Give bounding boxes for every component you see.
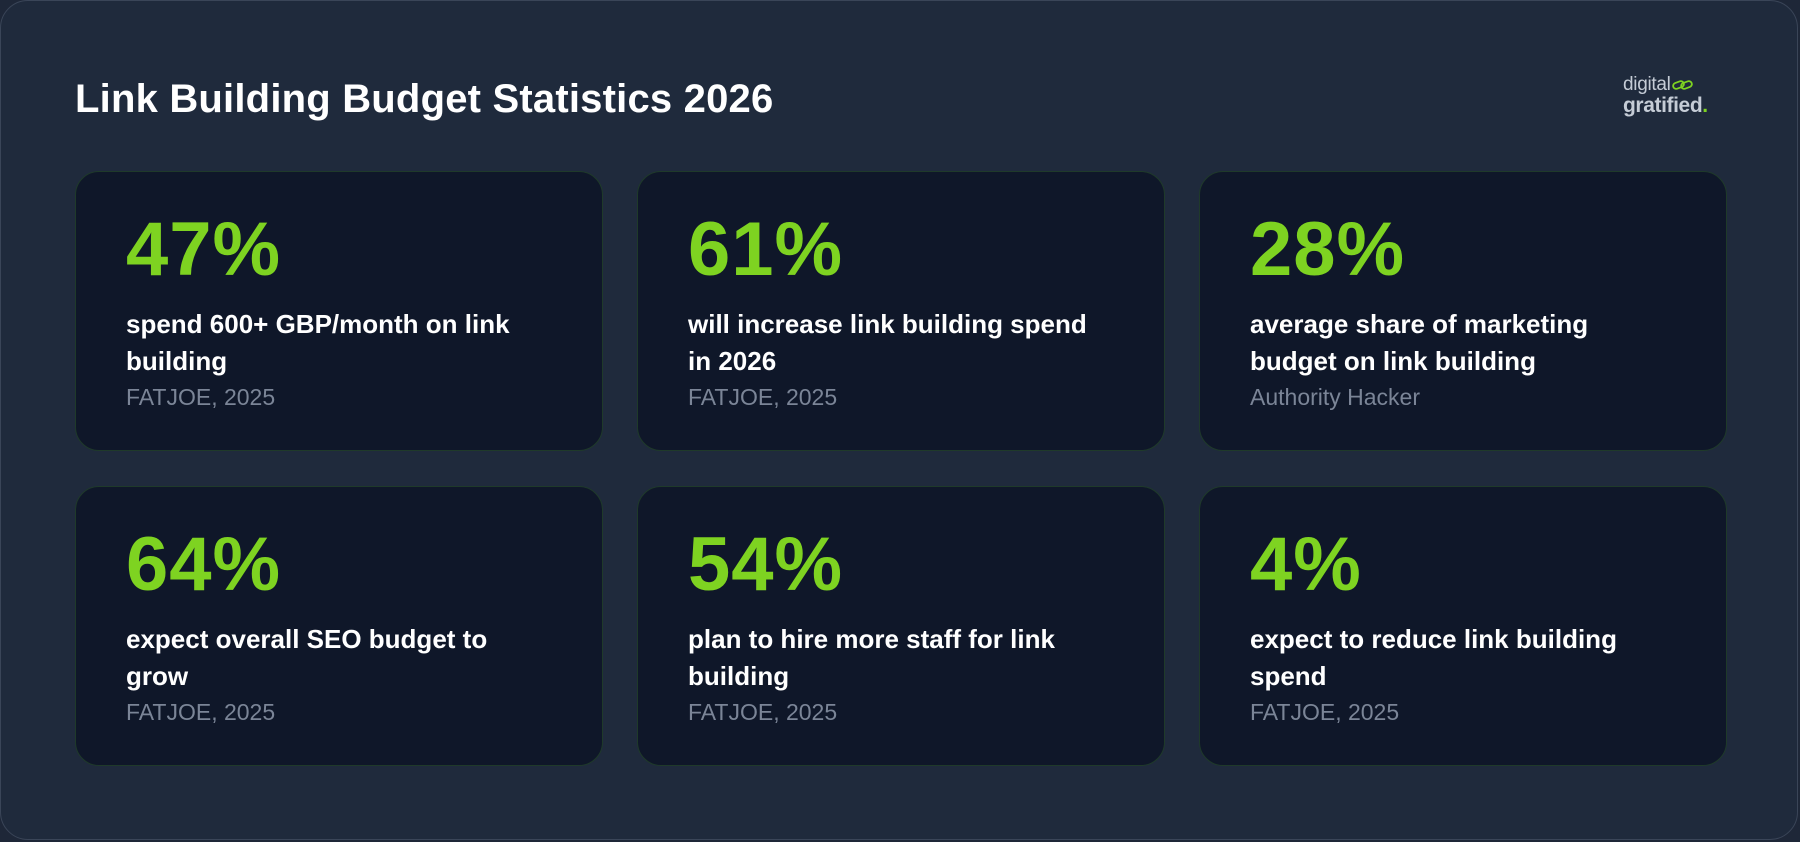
- stats-grid: 47% spend 600+ GBP/month on link buildin…: [75, 171, 1727, 766]
- stat-source: FATJOE, 2025: [126, 384, 276, 410]
- stat-source: FATJOE, 2025: [126, 699, 276, 725]
- stat-description: plan to hire more staff for link buildin…: [688, 624, 1055, 691]
- stat-card: 64% expect overall SEO budget to grow FA…: [75, 486, 603, 766]
- stat-value: 61%: [688, 207, 844, 292]
- stat-source: FATJOE, 2025: [688, 699, 838, 725]
- stat-value: 4%: [1250, 522, 1362, 607]
- stat-description: spend 600+ GBP/month on link building: [126, 309, 510, 376]
- stat-source: FATJOE, 2025: [1250, 699, 1400, 725]
- stat-description: average share of marketing budget on lin…: [1250, 309, 1589, 376]
- stat-value: 47%: [126, 207, 282, 292]
- stat-description: expect to reduce link building spend: [1250, 624, 1617, 691]
- header: Link Building Budget Statistics 2026 dig…: [75, 71, 1723, 131]
- logo: digital gratified.: [1623, 75, 1723, 116]
- logo-dot: .: [1702, 94, 1708, 117]
- stat-value: 54%: [688, 522, 844, 607]
- logo-text-digital: digital: [1623, 74, 1671, 95]
- stat-description: will increase link building spend in 202…: [688, 309, 1087, 376]
- stat-source: Authority Hacker: [1250, 384, 1421, 410]
- logo-line1: digital: [1623, 75, 1723, 94]
- stat-card: 28% average share of marketing budget on…: [1199, 171, 1727, 451]
- link-icon: [1671, 79, 1693, 90]
- page-title: Link Building Budget Statistics 2026: [75, 77, 774, 121]
- logo-line2: gratified.: [1623, 95, 1723, 116]
- stat-card: 61% will increase link building spend in…: [637, 171, 1165, 451]
- stat-value: 64%: [126, 522, 282, 607]
- stat-card: 47% spend 600+ GBP/month on link buildin…: [75, 171, 603, 451]
- stat-card: 4% expect to reduce link building spend …: [1199, 486, 1727, 766]
- stat-value: 28%: [1250, 207, 1406, 292]
- stat-description: expect overall SEO budget to grow: [126, 624, 488, 691]
- stat-source: FATJOE, 2025: [688, 384, 838, 410]
- logo-text-gratified: gratified: [1623, 94, 1703, 117]
- stat-card: 54% plan to hire more staff for link bui…: [637, 486, 1165, 766]
